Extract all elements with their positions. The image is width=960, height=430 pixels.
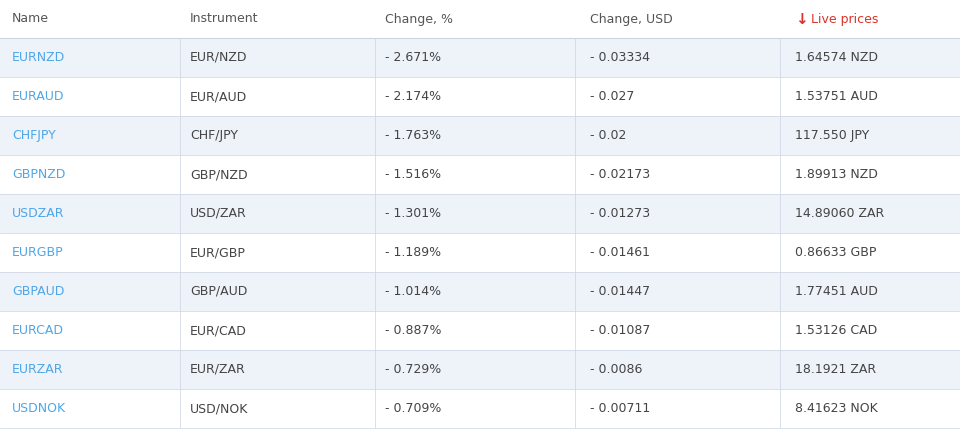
Text: - 0.02173: - 0.02173 bbox=[590, 168, 650, 181]
Text: 117.550 JPY: 117.550 JPY bbox=[795, 129, 869, 142]
Text: - 2.174%: - 2.174% bbox=[385, 90, 442, 103]
Text: GBPAUD: GBPAUD bbox=[12, 285, 64, 298]
Text: 0.86633 GBP: 0.86633 GBP bbox=[795, 246, 876, 259]
Text: CHFJPY: CHFJPY bbox=[12, 129, 56, 142]
Text: EURZAR: EURZAR bbox=[12, 363, 63, 376]
Text: 1.64574 NZD: 1.64574 NZD bbox=[795, 51, 878, 64]
Text: - 0.00711: - 0.00711 bbox=[590, 402, 650, 415]
Text: - 0.01447: - 0.01447 bbox=[590, 285, 650, 298]
Text: 14.89060 ZAR: 14.89060 ZAR bbox=[795, 207, 884, 220]
Text: 1.77451 AUD: 1.77451 AUD bbox=[795, 285, 877, 298]
Text: Change, USD: Change, USD bbox=[590, 12, 673, 25]
Text: Name: Name bbox=[12, 12, 49, 25]
Text: 1.53751 AUD: 1.53751 AUD bbox=[795, 90, 877, 103]
Text: 8.41623 NOK: 8.41623 NOK bbox=[795, 402, 877, 415]
Text: Change, %: Change, % bbox=[385, 12, 453, 25]
Bar bbox=[0, 77, 960, 116]
Text: - 0.729%: - 0.729% bbox=[385, 363, 442, 376]
Text: 1.53126 CAD: 1.53126 CAD bbox=[795, 324, 877, 337]
Text: EURAUD: EURAUD bbox=[12, 90, 64, 103]
Text: EUR/AUD: EUR/AUD bbox=[190, 90, 248, 103]
Text: - 1.763%: - 1.763% bbox=[385, 129, 442, 142]
Text: - 1.014%: - 1.014% bbox=[385, 285, 442, 298]
Text: GBP/AUD: GBP/AUD bbox=[190, 285, 248, 298]
Text: - 0.0086: - 0.0086 bbox=[590, 363, 642, 376]
Bar bbox=[0, 155, 960, 194]
Text: - 0.01461: - 0.01461 bbox=[590, 246, 650, 259]
Text: - 0.887%: - 0.887% bbox=[385, 324, 442, 337]
Text: EUR/CAD: EUR/CAD bbox=[190, 324, 247, 337]
Text: - 0.02: - 0.02 bbox=[590, 129, 626, 142]
Text: - 2.671%: - 2.671% bbox=[385, 51, 442, 64]
Text: 18.1921 ZAR: 18.1921 ZAR bbox=[795, 363, 876, 376]
Text: ↓: ↓ bbox=[795, 12, 807, 27]
Text: Instrument: Instrument bbox=[190, 12, 258, 25]
Text: USDNOK: USDNOK bbox=[12, 402, 66, 415]
Text: EUR/ZAR: EUR/ZAR bbox=[190, 363, 246, 376]
Text: GBP/NZD: GBP/NZD bbox=[190, 168, 248, 181]
Text: EUR/NZD: EUR/NZD bbox=[190, 51, 248, 64]
Text: Live prices: Live prices bbox=[811, 12, 878, 25]
Text: USDZAR: USDZAR bbox=[12, 207, 64, 220]
Text: - 0.709%: - 0.709% bbox=[385, 402, 442, 415]
Text: EURNZD: EURNZD bbox=[12, 51, 65, 64]
Text: - 0.01273: - 0.01273 bbox=[590, 207, 650, 220]
Text: EURCAD: EURCAD bbox=[12, 324, 64, 337]
Bar bbox=[0, 311, 960, 350]
Text: - 1.301%: - 1.301% bbox=[385, 207, 442, 220]
Text: USD/NOK: USD/NOK bbox=[190, 402, 249, 415]
Text: GBPNZD: GBPNZD bbox=[12, 168, 65, 181]
Bar bbox=[0, 389, 960, 428]
Text: USD/ZAR: USD/ZAR bbox=[190, 207, 247, 220]
Bar bbox=[0, 350, 960, 389]
Bar bbox=[0, 38, 960, 77]
Text: EUR/GBP: EUR/GBP bbox=[190, 246, 246, 259]
Text: CHF/JPY: CHF/JPY bbox=[190, 129, 238, 142]
Bar bbox=[0, 116, 960, 155]
Text: EURGBP: EURGBP bbox=[12, 246, 63, 259]
Bar bbox=[0, 194, 960, 233]
Text: - 1.516%: - 1.516% bbox=[385, 168, 442, 181]
Text: - 0.027: - 0.027 bbox=[590, 90, 635, 103]
Bar bbox=[0, 233, 960, 272]
Text: - 1.189%: - 1.189% bbox=[385, 246, 442, 259]
Text: - 0.03334: - 0.03334 bbox=[590, 51, 650, 64]
Text: - 0.01087: - 0.01087 bbox=[590, 324, 650, 337]
Bar bbox=[0, 272, 960, 311]
Text: 1.89913 NZD: 1.89913 NZD bbox=[795, 168, 877, 181]
